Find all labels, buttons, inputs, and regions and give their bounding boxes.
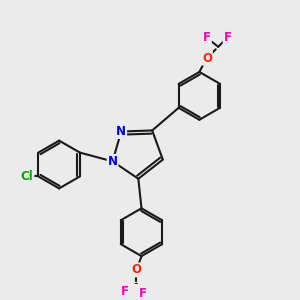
- Text: F: F: [224, 31, 232, 44]
- Text: F: F: [203, 31, 211, 44]
- Text: N: N: [108, 155, 118, 168]
- Text: O: O: [131, 263, 142, 276]
- Text: N: N: [116, 125, 126, 138]
- Text: F: F: [139, 287, 147, 300]
- Text: F: F: [121, 285, 129, 298]
- Text: Cl: Cl: [21, 170, 34, 183]
- Text: O: O: [202, 52, 212, 64]
